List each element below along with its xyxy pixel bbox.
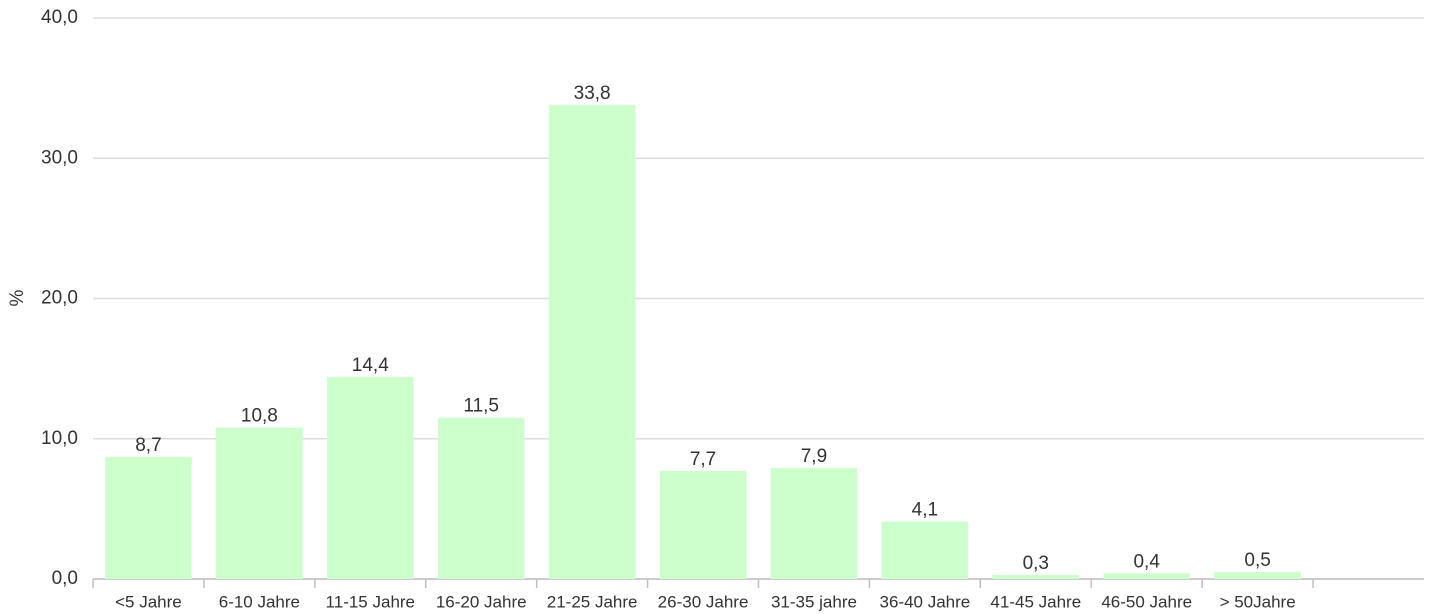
data-label: 4,1 (912, 500, 938, 521)
x-tick-label: 26-30 Jahre (658, 592, 749, 611)
x-tick-label: 31-35 jahre (771, 592, 857, 611)
x-tick-label: > 50Jahre (1220, 592, 1296, 611)
y-tick-label: 10,0 (41, 428, 78, 449)
y-tick-label: 30,0 (41, 147, 78, 168)
data-label: 8,7 (135, 435, 161, 456)
x-tick-label: 16-20 Jahre (436, 592, 527, 611)
data-label: 0,4 (1133, 551, 1160, 572)
bar (548, 104, 636, 579)
data-label: 0,3 (1023, 553, 1049, 574)
bar (216, 427, 303, 579)
x-tick-label: 21-25 Jahre (547, 592, 638, 611)
bar (770, 468, 858, 579)
y-tick-label: 20,0 (41, 288, 78, 309)
x-tick-label: 36-40 Jahre (880, 592, 971, 611)
bar (327, 377, 414, 579)
data-label: 14,4 (352, 355, 389, 376)
x-tick-label: 11-15 Jahre (326, 592, 415, 611)
bar (992, 574, 1080, 579)
y-axis-label: % (7, 289, 28, 306)
x-tick-label: 41-45 Jahre (990, 592, 1081, 611)
bar (1103, 573, 1190, 579)
data-label: 0,5 (1244, 550, 1270, 571)
bar (659, 471, 747, 579)
y-tick-label: 0,0 (52, 568, 78, 589)
data-label: 7,9 (801, 446, 827, 467)
data-label: 10,8 (241, 406, 278, 427)
bar (437, 417, 525, 579)
bar (881, 521, 969, 579)
data-label: 7,7 (690, 449, 716, 470)
y-tick-label: 40,0 (41, 7, 78, 28)
data-label: 11,5 (463, 396, 499, 417)
x-tick-label: <5 Jahre (115, 592, 182, 611)
x-tick-label: 6-10 Jahre (219, 592, 300, 611)
bar (1214, 571, 1301, 579)
data-label: 33,8 (574, 83, 611, 104)
bar (105, 456, 192, 579)
x-tick-label: 46-50 Jahre (1101, 592, 1192, 611)
